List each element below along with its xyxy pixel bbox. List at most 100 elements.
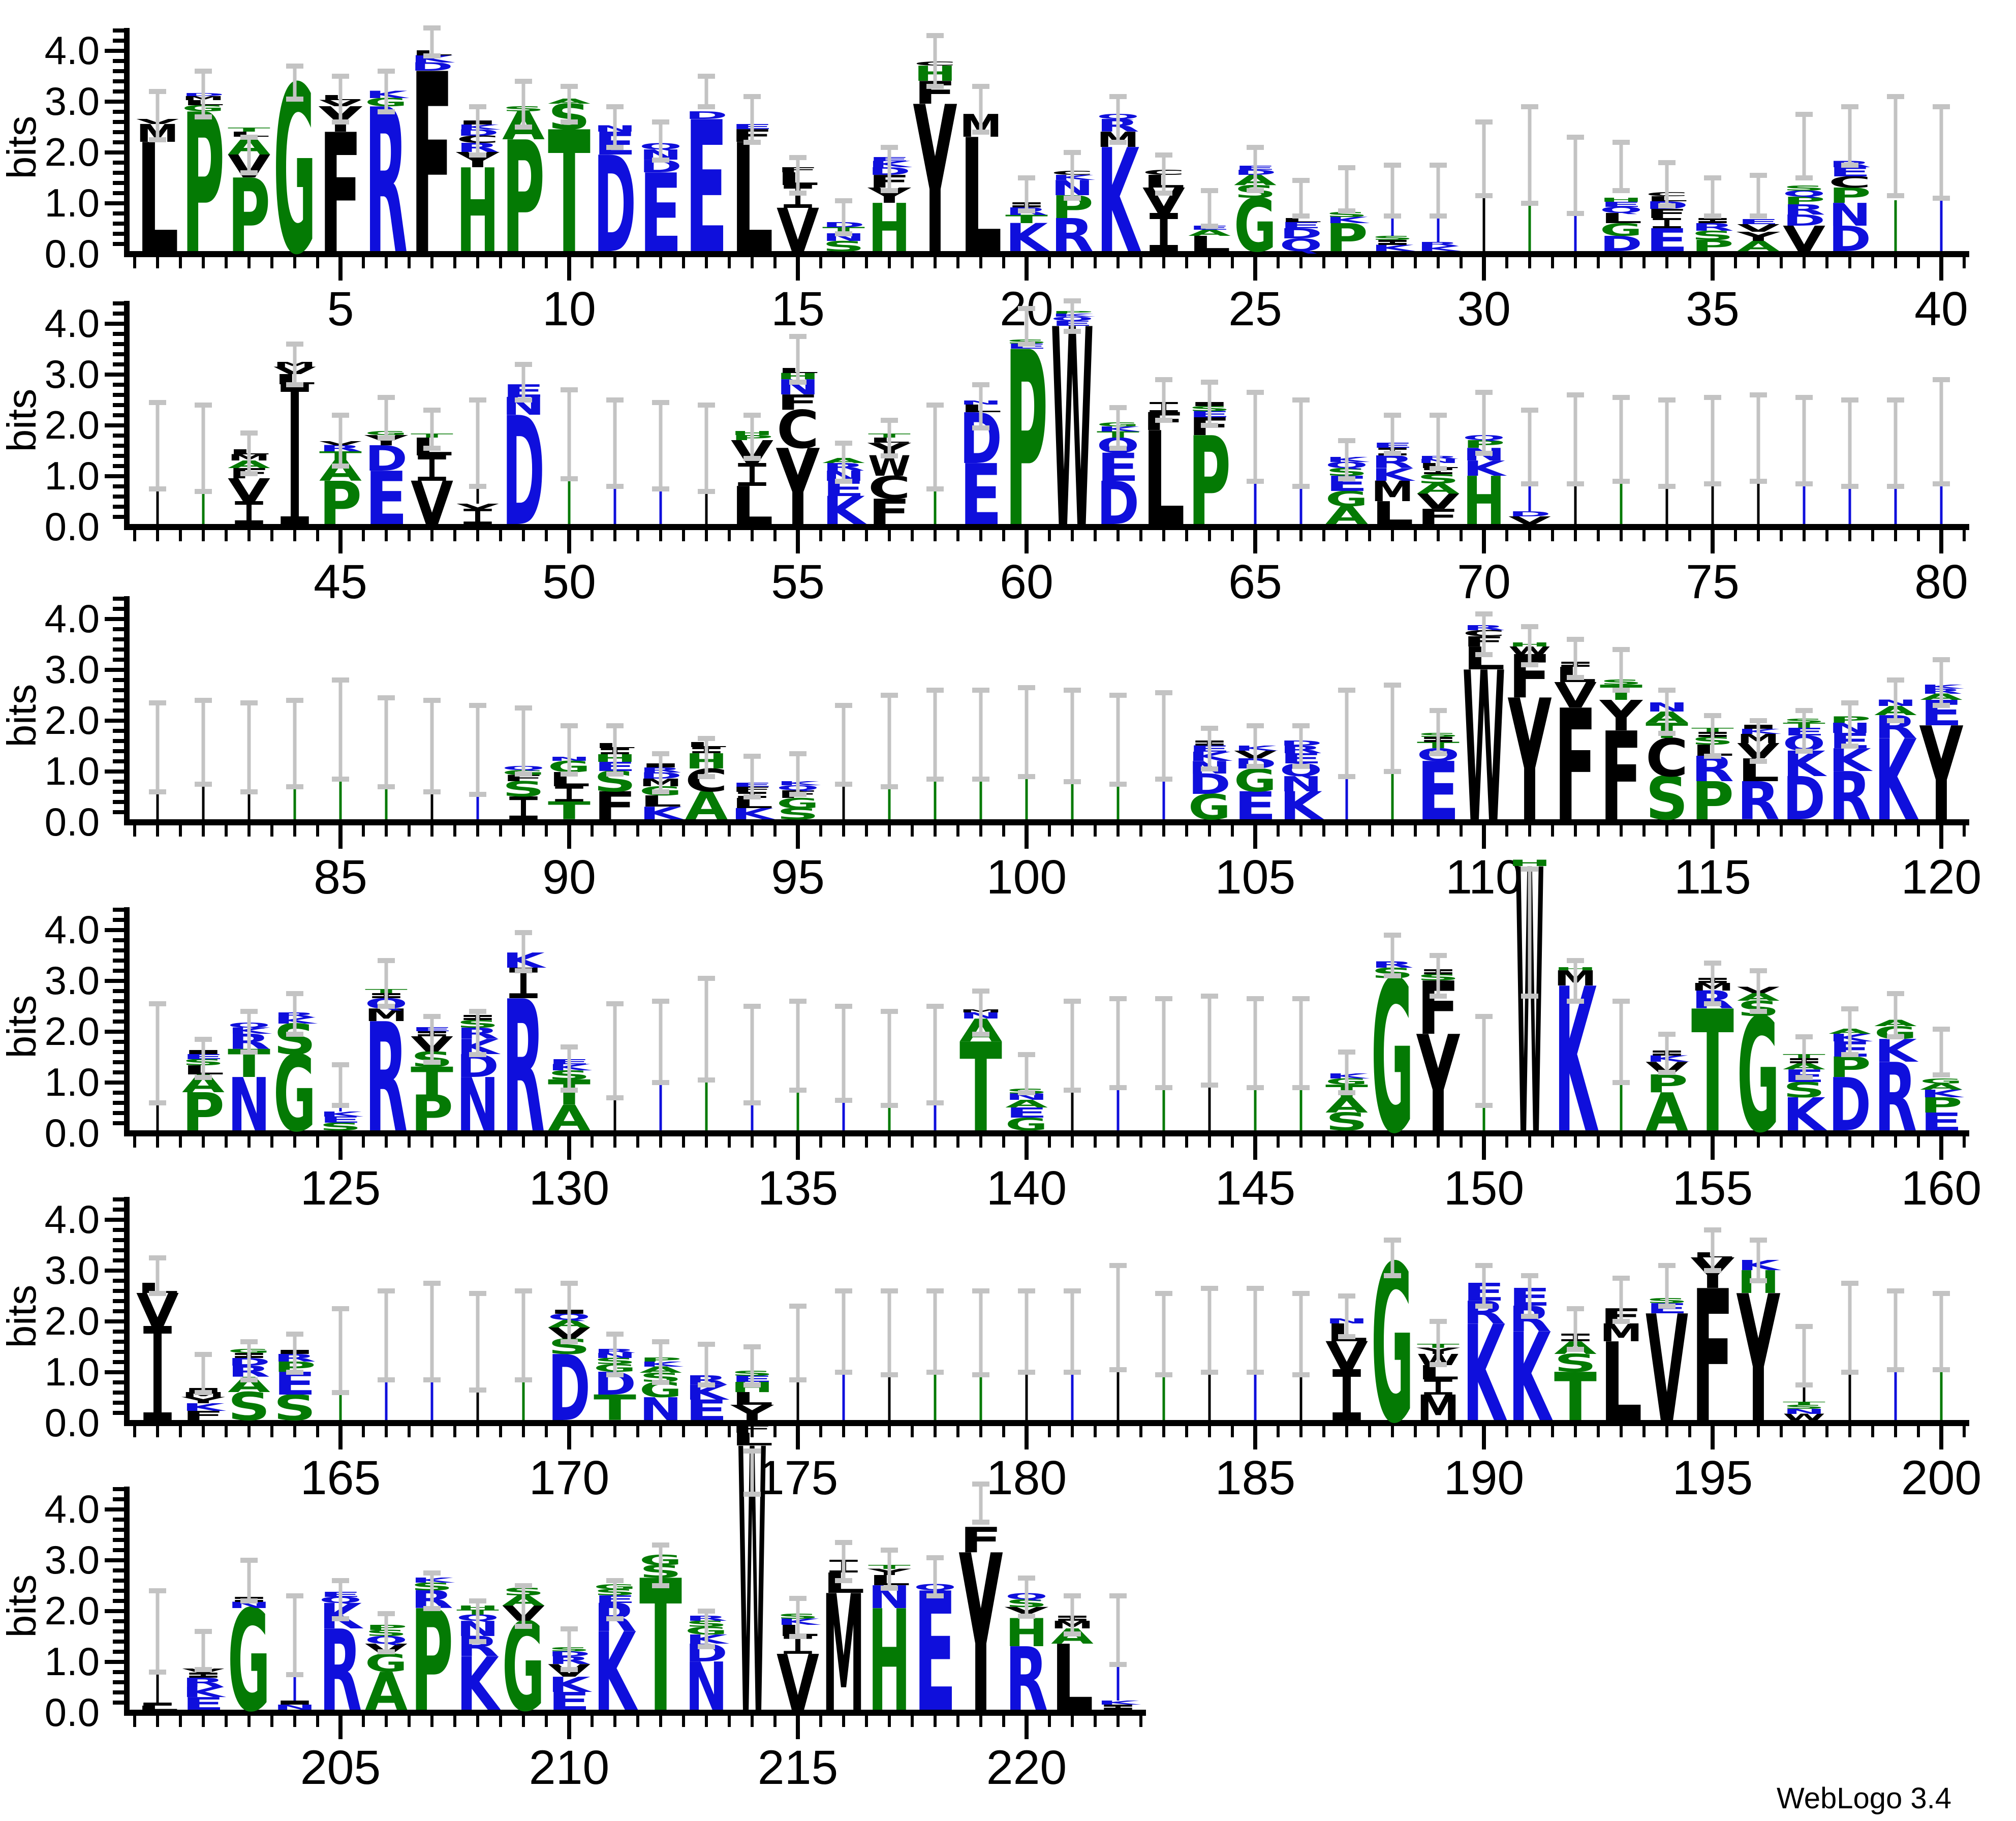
error-bar-cap-top (515, 79, 532, 84)
x-tick-minor (362, 1716, 365, 1727)
error-bar-cap-bottom (1887, 1034, 1904, 1039)
logo-letter-T: T (548, 797, 591, 825)
y-tick-minor (113, 444, 124, 448)
y-tick-major (105, 474, 124, 478)
y-tick-label: 3.0 (45, 1248, 100, 1292)
error-bar-stem (659, 754, 663, 792)
logo-letter-I (738, 482, 766, 486)
x-tick-minor (1665, 530, 1668, 541)
x-tick-minor (225, 1426, 228, 1437)
y-tick-label: 0.0 (45, 1110, 100, 1155)
x-tick-minor (247, 530, 251, 541)
error-bar-cap-top (332, 1578, 349, 1583)
error-bar-cap-top (1612, 999, 1630, 1004)
error-bar-cap-bottom (561, 771, 578, 777)
error-bar-stem (887, 695, 891, 787)
error-bar-cap-top (652, 1542, 669, 1548)
x-tick-minor (476, 1716, 479, 1727)
x-tick-minor (1780, 530, 1783, 541)
error-bar-cap-top (1430, 163, 1447, 168)
error-bar-cap-bottom (881, 453, 898, 458)
x-tick-label: 210 (529, 1741, 610, 1795)
logo-letter-I (1332, 1412, 1361, 1420)
x-tick-minor (1345, 1426, 1348, 1437)
x-tick-major (1939, 825, 1943, 849)
logo-letter-F: F (1417, 505, 1460, 529)
x-tick-label: 110 (1445, 850, 1522, 904)
x-tick-minor (385, 1136, 388, 1148)
x-tick-minor (1551, 257, 1554, 268)
x-tick-minor (1391, 530, 1394, 541)
error-bar-stem (521, 81, 525, 127)
error-bar-stem (338, 415, 343, 466)
logo-letter-I (795, 185, 800, 208)
error-bar-cap-top (1795, 708, 1813, 713)
error-bar-cap-top (149, 1001, 166, 1006)
logo-letter-H: H (1600, 197, 1642, 203)
x-tick-minor (1894, 530, 1897, 541)
error-bar-cap-bottom (1795, 1382, 1813, 1387)
x-tick-minor (202, 825, 205, 837)
x-tick-minor (934, 1716, 937, 1727)
error-bar-cap-bottom (1201, 224, 1218, 229)
error-bar-cap-bottom (469, 1387, 486, 1393)
error-bar-stem (842, 201, 846, 234)
error-bar-stem (156, 1258, 160, 1293)
error-bar-cap-bottom (789, 380, 807, 385)
x-tick-minor (1139, 825, 1142, 837)
x-tick-minor (293, 1716, 296, 1727)
x-tick-label: 145 (1215, 1161, 1296, 1215)
x-tick-minor (1963, 1136, 1966, 1148)
logo-spike (1894, 1369, 1897, 1420)
error-bar-cap-top (561, 1626, 578, 1631)
error-bar-cap-top (835, 198, 852, 203)
error-bar-stem (1848, 703, 1852, 746)
y-tick-minor (113, 505, 124, 509)
error-bar-cap-bottom (1612, 479, 1630, 484)
x-tick-minor (819, 1716, 822, 1727)
logo-letter-S: S (1783, 1078, 1825, 1102)
x-tick-major (1939, 257, 1943, 281)
y-tick-minor (113, 1289, 124, 1293)
x-tick-minor (499, 1426, 502, 1437)
error-bar-stem (384, 698, 388, 787)
x-tick-minor (1665, 825, 1668, 837)
logo-letter-S: S (1691, 228, 1734, 243)
y-tick-minor (113, 1091, 124, 1095)
x-tick-minor (1116, 825, 1120, 837)
x-tick-minor (1825, 257, 1828, 268)
logo-letter-N: N (1005, 1092, 1048, 1102)
y-axis-title: bits (0, 684, 44, 748)
x-tick-minor (225, 825, 228, 837)
watermark-label: WebLogo 3.4 (1777, 1782, 1951, 1815)
x-tick-label: 180 (986, 1451, 1067, 1505)
error-bar-cap-top (1475, 390, 1493, 395)
x-tick-minor (499, 825, 502, 837)
x-tick-minor (1528, 530, 1531, 541)
error-bar-cap-bottom (789, 1634, 807, 1639)
error-bar-cap-top (1933, 1291, 1950, 1296)
x-tick-minor (659, 1716, 662, 1727)
logo-spike (1299, 1374, 1302, 1420)
x-tick-major (567, 1426, 571, 1449)
x-tick-minor (1116, 1716, 1120, 1727)
x-tick-label: 10 (542, 282, 596, 336)
logo-spike (1025, 771, 1028, 819)
logo-spike (1254, 1085, 1257, 1130)
error-bar-cap-top (195, 69, 212, 74)
error-bar-cap-bottom (1567, 481, 1584, 486)
error-bar-cap-bottom (1612, 1319, 1630, 1324)
x-tick-minor (1208, 1426, 1211, 1437)
x-tick-minor (1345, 825, 1348, 837)
x-tick-minor (1277, 257, 1280, 268)
error-bar-cap-bottom (743, 456, 761, 461)
error-bar-cap-bottom (606, 1372, 624, 1377)
logo-letter-G: G (1920, 1077, 1963, 1085)
x-tick-minor (133, 1716, 136, 1727)
error-bar-stem (1619, 1001, 1623, 1083)
x-tick-minor (1528, 1426, 1531, 1437)
error-bar-cap-top (1521, 408, 1538, 413)
logo-letter-G: G (1600, 220, 1642, 240)
error-bar-cap-bottom (1933, 1072, 1950, 1077)
error-bar-stem (247, 1560, 251, 1601)
